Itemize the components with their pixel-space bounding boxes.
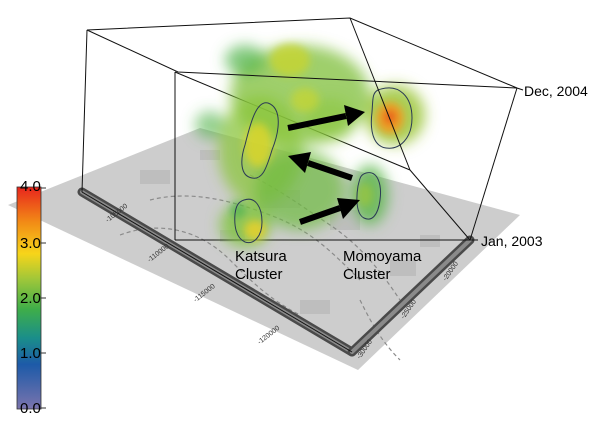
colorbar-label-4: 4.0 bbox=[20, 178, 41, 195]
momoyama-line1: Momoyama bbox=[343, 248, 422, 265]
colorbar-ticks bbox=[41, 187, 46, 409]
time-label-top: Dec, 2004 bbox=[524, 83, 588, 99]
time-label-bottom: Jan, 2003 bbox=[481, 233, 543, 249]
density-volume bbox=[195, 44, 425, 247]
momoyama-cluster-label: Momoyama Cluster bbox=[343, 248, 421, 284]
colorbar-label-0: 0.0 bbox=[20, 400, 41, 417]
cube-edges-back bbox=[174, 71, 471, 241]
katsura-line1: Katsura bbox=[235, 248, 287, 265]
katsura-line2: Cluster bbox=[235, 266, 283, 283]
colorbar-label-2: 2.0 bbox=[20, 290, 41, 307]
colorbar-label-1: 1.0 bbox=[20, 345, 41, 362]
colorbar-label-3: 3.0 bbox=[20, 235, 41, 252]
arrow-lower-to-momoyama bbox=[299, 205, 341, 225]
arrow-momoyama-to-katsura bbox=[307, 160, 353, 181]
momoyama-line2: Cluster bbox=[343, 266, 391, 283]
colorbar bbox=[16, 186, 42, 410]
katsura-cluster-label: Katsura Cluster bbox=[235, 248, 287, 284]
arrow-katsura-to-upper bbox=[287, 113, 347, 131]
dec-2004-tick bbox=[516, 87, 524, 91]
migration-arrows bbox=[287, 105, 365, 225]
